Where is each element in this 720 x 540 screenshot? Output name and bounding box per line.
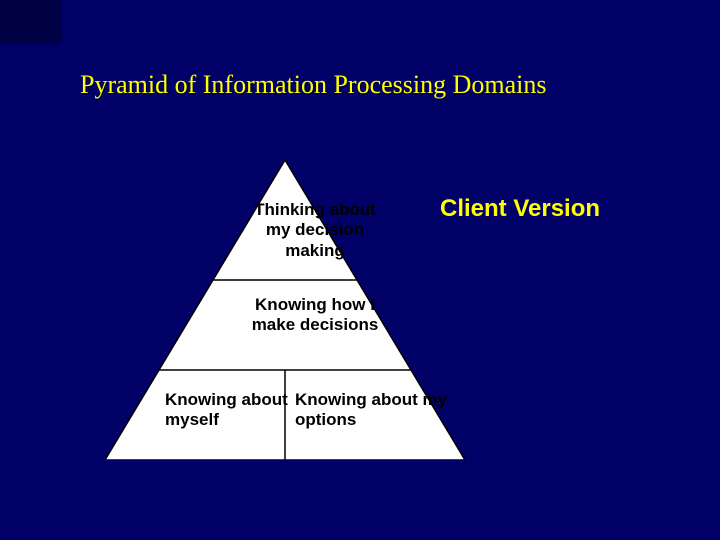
pyramid-label-middle: Knowing how I make decisions [245, 295, 385, 336]
pyramid-label-bottom-left-text: Knowing about myself [165, 390, 288, 429]
pyramid-label-top-text: Thinking about my decision making [254, 200, 376, 260]
pyramid-label-middle-text: Knowing how I make decisions [252, 295, 379, 334]
pyramid-diagram: Thinking about my decision making Knowin… [105, 160, 465, 460]
accent-bar [0, 0, 62, 44]
pyramid-label-bottom-right-text: Knowing about my options [295, 390, 447, 429]
pyramid-label-top: Thinking about my decision making [240, 200, 390, 261]
pyramid-label-bottom-left: Knowing about myself [165, 390, 295, 431]
slide-title: Pyramid of Information Processing Domain… [80, 70, 547, 100]
pyramid-label-bottom-right: Knowing about my options [295, 390, 455, 431]
